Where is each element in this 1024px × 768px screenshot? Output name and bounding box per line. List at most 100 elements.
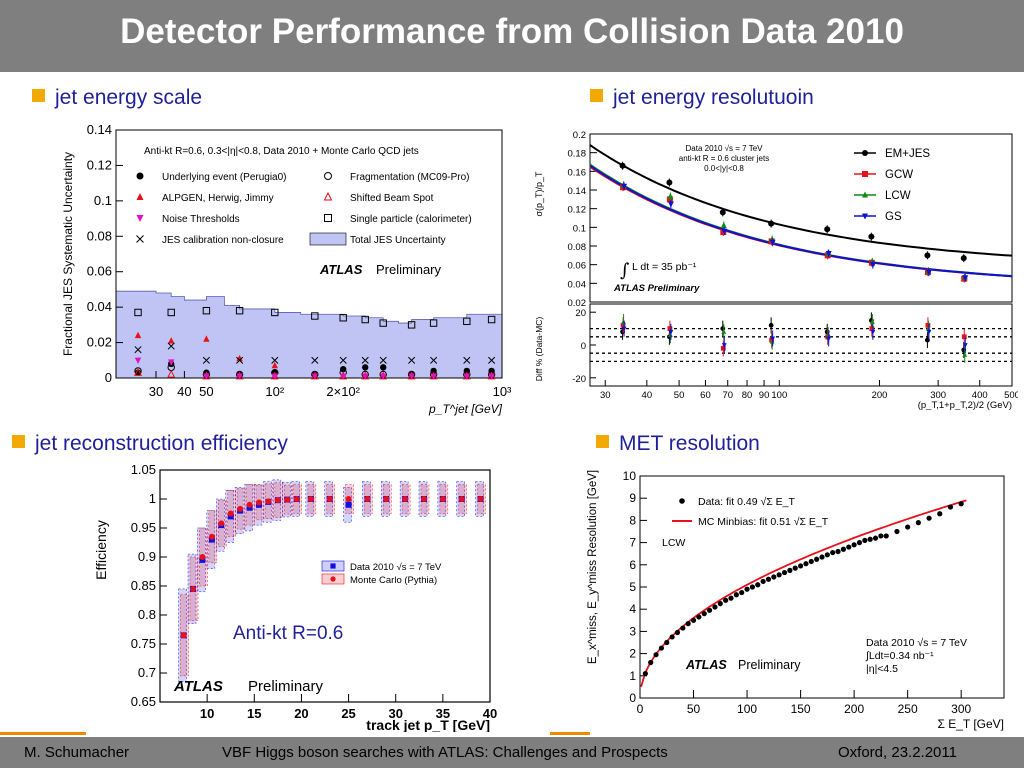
bullet-jes: jet energy scale [32,86,202,110]
jer-diff-point [869,319,875,324]
jes-frame [115,129,503,379]
bullet-met: MET resolution [596,432,760,456]
jer-point [825,250,832,257]
jes-point [408,356,416,364]
y-tick-label: 0.04 [87,299,112,314]
met-point [926,515,932,521]
met-info-text: Data 2010 √s = 7 TeV [866,637,967,649]
jes-point [236,373,243,380]
eff-point [364,496,371,502]
jer-diff-point [826,336,832,342]
met-point [771,574,777,580]
jes-point [134,346,142,354]
eff-xlabel: track jet p_T [GeV] [366,717,490,732]
jes-point [339,356,347,364]
eff-point [199,554,206,560]
y-tick-label: 0.08 [568,242,587,253]
y-tick-label: 0.06 [568,261,587,272]
jer-diff-point [962,343,968,348]
met-info-text: |η|<4.5 [866,663,898,675]
jes-point [236,356,244,364]
met-xlabel: Σ E_T [GeV] [937,717,1004,731]
jer-xlabel: (p_T,1+p_T,2)/2 (GeV) [918,400,1012,410]
jer-point [621,183,628,190]
legend-marker [862,171,868,177]
y-tick-label: 5 [629,580,636,594]
jes-point [202,306,211,315]
met-point [792,565,798,571]
met-point [739,589,745,596]
eff-point [307,496,314,502]
jer-point [666,179,673,186]
met-point [701,611,707,617]
legend-label: LCW [885,190,911,202]
jer-point [868,233,875,240]
met-chart: 0 1 2 3 4 5 6 7 8 9 10 0 50 100 150 200 250 300 E_x^miss, … [578,466,1012,734]
met-point [712,604,718,610]
legend-marker [324,214,332,222]
y-tick-label: 0.14 [87,122,112,137]
jes-point [488,373,495,380]
x-tick-label: 30 [388,706,402,721]
jes-point [167,308,175,317]
met-point [803,561,809,567]
x-tick-label: 200 [872,390,888,401]
x-tick-label: 30 [149,384,163,399]
jes-point [362,373,369,380]
bullet-jes-label: jet energy scale [55,86,203,109]
jer-diff-ylabel: Diff % (Data-MC) [534,317,544,382]
x-tick-label: 50 [687,702,701,716]
legend-label: MC Minbias: fit 0.51 √Σ E_T [698,516,829,528]
met-point [680,625,686,631]
y-tick-label: 3 [629,624,636,638]
jes-point [380,373,387,380]
legend-marker [323,191,333,201]
met-point [814,556,820,562]
met-point [878,533,884,539]
x-tick-label: 100 [771,390,787,401]
watermark-preliminary: Preliminary [248,678,324,695]
jes-point [134,367,143,376]
jer-info-text: anti-kt R = 0.6 cluster jets [679,154,769,163]
y-tick-label: 0.1 [94,193,112,208]
x-tick-label: 150 [791,702,811,716]
jer-point [869,262,876,269]
y-tick-label: 4 [629,602,636,616]
jes-point [236,354,243,362]
met-point [872,535,879,541]
jes-point [430,373,437,380]
jer-diff-point [721,343,727,348]
y-tick-label: 0.75 [131,636,156,651]
jer-point [719,209,726,216]
jes-point [311,373,319,380]
legend-marker [136,193,144,200]
met-point [642,670,648,677]
jer-point [666,196,673,203]
y-tick-label: 1.05 [131,462,156,477]
x-tick-label: 20 [294,706,308,721]
y-tick-label: 0 [629,691,636,705]
jer-integral-sign: ∫ [620,260,630,281]
eff-ylabel: Efficiency [93,520,109,580]
footer-bar: M. Schumacher VBF Higgs boson searches w… [0,737,1024,768]
jes-point [379,356,387,364]
bullet-jer-label: jet energy resolutuoin [613,86,814,109]
met-point [728,595,734,601]
eff-point [256,499,262,506]
y-tick-label: 0.7 [138,665,156,680]
legend-marker [309,232,347,246]
y-tick-label: 0.02 [568,298,587,309]
y-tick-label: 0.9 [138,549,156,564]
x-tick-label: 50 [199,384,213,399]
jer-watermark: ATLAS Preliminary [613,283,700,294]
bullet-jer: jet energy resolutuoin [590,86,814,110]
x-tick-label: 0 [637,702,644,716]
bullet-square-icon [596,435,609,448]
x-tick-label: 30 [600,390,611,401]
legend-label: Shifted Beam Spot [350,193,434,204]
legend-label: Total JES Uncertainty [350,235,446,246]
jes-point [487,315,496,324]
jes-xlabel: p_T^jet [GeV] [428,402,503,416]
x-tick-label: 40 [483,706,497,721]
jes-point [271,356,279,364]
